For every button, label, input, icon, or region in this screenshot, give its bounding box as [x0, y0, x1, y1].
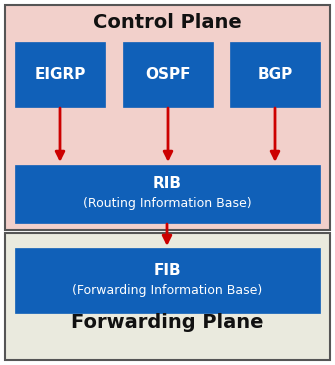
- Bar: [123, 42, 213, 107]
- Bar: [15, 248, 320, 313]
- Text: (Routing Information Base): (Routing Information Base): [83, 197, 252, 211]
- Bar: [15, 42, 105, 107]
- Text: EIGRP: EIGRP: [34, 67, 86, 82]
- Text: RIB: RIB: [153, 177, 182, 192]
- Bar: [5, 233, 330, 360]
- Bar: [15, 165, 320, 223]
- Text: FIB: FIB: [154, 263, 181, 278]
- Bar: [230, 42, 320, 107]
- Text: Control Plane: Control Plane: [93, 12, 242, 31]
- Text: (Forwarding Information Base): (Forwarding Information Base): [72, 284, 263, 297]
- Text: OSPF: OSPF: [145, 67, 191, 82]
- Bar: [5, 5, 330, 230]
- Text: Forwarding Plane: Forwarding Plane: [71, 312, 264, 331]
- Text: BGP: BGP: [257, 67, 293, 82]
